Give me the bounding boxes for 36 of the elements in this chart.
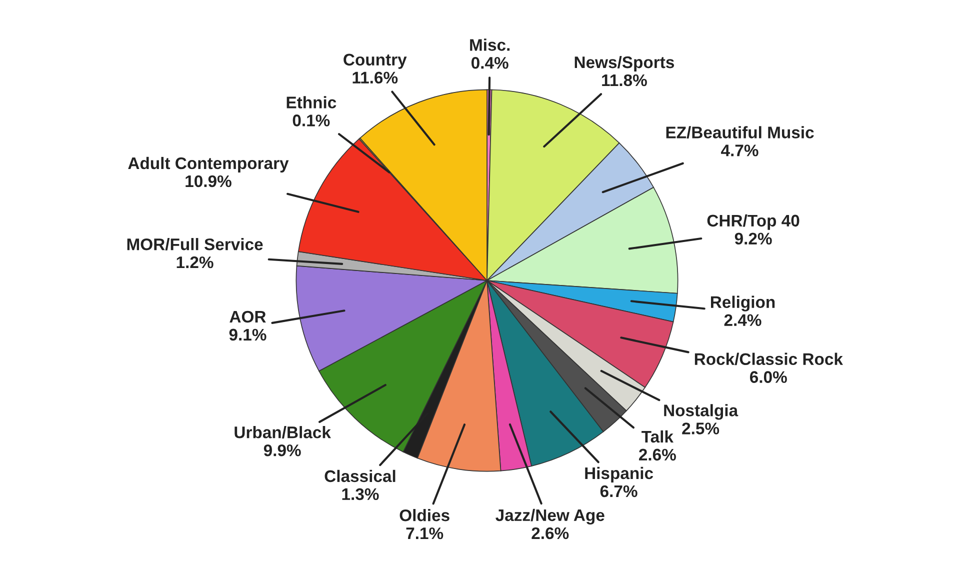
data-label: 7.1% [406,527,444,540]
data-label: 2.4% [724,314,762,326]
slice-label: Ethnic [286,96,336,108]
data-label: 0.4% [471,57,508,69]
slice-label: MOR/Full Service [127,238,263,250]
data-label: 11.6% [352,72,398,84]
data-label: 2.6% [638,448,676,461]
slice-label: Classical [324,470,396,482]
slice-label: Talk [642,430,674,443]
slice-label: Jazz/New Age [496,508,604,524]
slice-label: Adult Contemporary [128,156,289,172]
data-label: 4.7% [721,144,758,156]
data-label: 6.7% [600,485,638,498]
slice-label: Religion [710,296,775,312]
slice-label: Rock/Classic Rock [694,352,843,366]
slice-label: Hispanic [585,466,654,482]
data-label: 9.2% [734,232,772,245]
slice-label: Misc. [470,38,510,51]
slice-label: AOR [230,310,266,323]
data-label: 2.6% [532,527,569,540]
slice-label: News/Sports [574,56,674,72]
data-label: 6.0% [750,371,787,383]
slice-label: Oldies [400,509,450,522]
slice-label: Country [344,54,407,69]
slice-label: CHR/Top 40 [707,214,800,230]
slice-label: Urban/Black [234,426,331,438]
slice-label: Nostalgia [664,404,738,420]
data-label: 11.8% [602,74,647,86]
data-label: 9.9% [264,444,301,456]
slice-label: EZ/Beautiful Music [666,126,814,139]
data-label: 1.2% [176,256,214,268]
data-label: 2.5% [682,422,720,434]
data-label: 10.9% [186,175,232,188]
data-label: 1.3% [342,488,379,500]
data-label: 0.1% [292,114,330,126]
data-label: 9.1% [229,328,266,341]
